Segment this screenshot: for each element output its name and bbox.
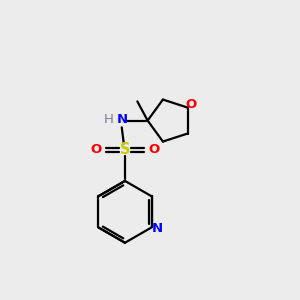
Text: O: O: [185, 98, 197, 111]
Text: N: N: [152, 222, 163, 235]
Text: O: O: [149, 143, 160, 157]
Text: H: H: [104, 113, 114, 126]
Text: O: O: [90, 143, 101, 157]
Text: N: N: [116, 113, 128, 126]
Text: S: S: [120, 142, 130, 158]
